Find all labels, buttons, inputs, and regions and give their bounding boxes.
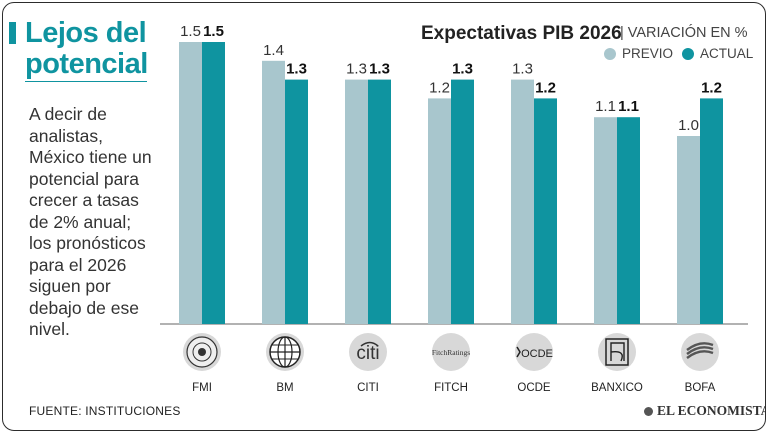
description-line: los pronósticos <box>29 233 146 253</box>
description-line: siguen por <box>29 276 111 296</box>
banxico-frame <box>605 338 629 366</box>
data-label-previo-bm: 1.4 <box>263 42 284 59</box>
bar-previo-banxico <box>594 117 617 324</box>
logo-badge <box>349 333 387 371</box>
legend-label-previo: PREVIO <box>622 46 674 61</box>
bar-actual-citi <box>368 79 391 324</box>
category-label-banxico: BANXICO <box>591 382 643 394</box>
legend-label-actual: ACTUAL <box>700 46 754 61</box>
bar-actual-ocde <box>534 98 557 325</box>
description-line: nivel. <box>29 319 70 339</box>
data-label-previo-bofa: 1.0 <box>678 117 699 134</box>
data-label-actual-banxico: 1.1 <box>618 98 639 115</box>
banxico-logo-icon <box>598 333 636 371</box>
data-label-previo-fmi: 1.5 <box>180 23 201 40</box>
category-label-ocde: OCDE <box>517 382 551 394</box>
publisher-name: EL ECONOMISTA <box>657 403 766 418</box>
logo-badge <box>432 333 470 371</box>
data-label-previo-ocde: 1.3 <box>512 61 533 78</box>
category-label-fmi: FMI <box>192 382 212 394</box>
bofa-stripe <box>686 346 714 355</box>
bar-previo-bofa <box>677 136 700 324</box>
data-label-actual-fitch: 1.3 <box>452 61 473 78</box>
citi-arc <box>360 341 379 347</box>
category-label-citi: CITI <box>357 382 379 394</box>
bofa-flag-icon <box>681 333 719 371</box>
logo-badge <box>515 333 553 371</box>
legend-swatch-actual <box>682 47 695 60</box>
imf-seal-icon <box>183 333 221 371</box>
headline-line-1: Lejos del <box>25 17 147 49</box>
imf-seal-inner <box>192 342 212 362</box>
fitch-wordmark: FitchRatings <box>432 348 470 357</box>
publisher-brand: EL ECONOMISTA <box>644 403 766 419</box>
bar-actual-bm <box>285 79 308 324</box>
bar-actual-fmi <box>202 42 225 324</box>
category-label-fitch: FITCH <box>434 382 468 394</box>
legend-item-previo: PREVIO <box>604 46 673 61</box>
data-label-actual-fmi: 1.5 <box>203 23 224 40</box>
chart-title: Expectativas PIB 2026 <box>421 23 622 44</box>
description-line: para el 2026 <box>29 254 127 275</box>
bar-actual-fitch <box>451 79 474 324</box>
bar-previo-fitch <box>428 98 451 325</box>
category-label-bofa: BOFA <box>685 382 716 394</box>
headline-line-2: potencial <box>25 48 148 80</box>
oecd-logo-icon: OCDE <box>515 333 553 371</box>
chart-legend: PREVIO ACTUAL <box>604 46 753 61</box>
brand-dot-icon <box>644 406 653 416</box>
bofa-stripe <box>686 350 714 359</box>
headline-divider <box>25 81 147 82</box>
source-note: FUENTE: INSTITUCIONES <box>29 404 181 418</box>
citi-wordmark: citi <box>356 343 379 364</box>
description-line: de 2% anual; <box>29 211 132 232</box>
bar-previo-citi <box>345 79 368 324</box>
imf-seal-center <box>198 348 206 356</box>
description-line: debajo de ese <box>29 297 139 318</box>
bar-previo-ocde <box>511 79 534 324</box>
description-line: México tiene un <box>29 147 152 167</box>
legend-swatch-previo <box>604 47 616 60</box>
oecd-chevron <box>516 346 521 358</box>
description-line: analistas, <box>29 125 103 146</box>
bar-previo-fmi <box>179 42 202 324</box>
data-label-actual-ocde: 1.2 <box>535 79 556 96</box>
legend-item-actual: ACTUAL <box>682 46 753 61</box>
banxico-monogram <box>610 342 625 362</box>
data-label-previo-fitch: 1.2 <box>429 79 450 96</box>
bar-actual-banxico <box>617 117 640 324</box>
description-line: potencial para <box>29 168 139 189</box>
bar-actual-bofa <box>700 98 723 325</box>
data-label-actual-citi: 1.3 <box>369 61 390 78</box>
data-label-actual-bofa: 1.2 <box>701 79 722 96</box>
description-line: A decir de <box>29 104 107 124</box>
category-label-bm: BM <box>276 382 293 394</box>
description: A decir de analistas, México tiene un po… <box>29 104 154 341</box>
oecd-wordmark: OCDE <box>521 348 553 360</box>
bofa-stripe <box>686 342 714 351</box>
data-label-actual-bm: 1.3 <box>286 61 307 78</box>
citi-logo-icon: citi <box>349 333 387 371</box>
data-label-previo-banxico: 1.1 <box>595 98 616 115</box>
bar-previo-bm <box>262 60 285 325</box>
chart-subtitle: | VARIACIÓN EN % <box>620 25 748 41</box>
description-line: crecer a tasas <box>29 190 139 210</box>
accent-bar <box>9 22 16 44</box>
data-label-previo-citi: 1.3 <box>346 61 367 78</box>
world-bank-globe-icon <box>266 333 304 371</box>
fitch-ratings-logo-icon: FitchRatings <box>432 333 470 371</box>
